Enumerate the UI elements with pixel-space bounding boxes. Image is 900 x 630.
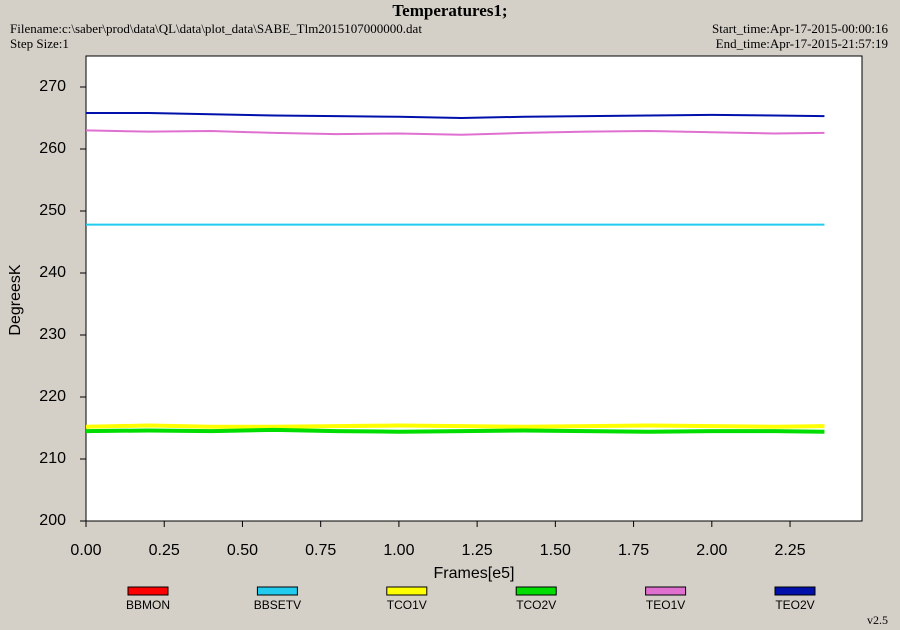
legend-label: BBSETV <box>254 598 301 612</box>
version: v2.5 <box>867 613 888 627</box>
y-tick-label: 250 <box>39 202 66 219</box>
x-tick-label: 0.00 <box>70 542 101 559</box>
x-tick-label: 0.50 <box>227 542 258 559</box>
y-axis-label: DegreesK <box>7 264 24 335</box>
legend-label: TCO1V <box>387 598 427 612</box>
x-tick-label: 1.25 <box>462 542 493 559</box>
legend-swatch <box>645 586 687 596</box>
y-tick-label: 240 <box>39 264 66 281</box>
filename: Filename:c:\saber\prod\data\QL\data\plot… <box>10 21 422 36</box>
x-tick-label: 0.25 <box>149 542 180 559</box>
plot-area <box>85 55 863 522</box>
x-tick-label: 1.75 <box>618 542 649 559</box>
legend-swatch <box>386 586 428 596</box>
y-tick-label: 210 <box>39 450 66 467</box>
y-tick-label: 270 <box>39 78 66 95</box>
series-line <box>85 129 825 136</box>
legend-label: TEO1V <box>646 598 685 612</box>
series-line <box>85 427 825 434</box>
x-tick-label: 1.50 <box>540 542 571 559</box>
step-size: Step Size:1 <box>10 36 69 51</box>
y-tick-label: 260 <box>39 140 66 157</box>
x-tick-label: 1.00 <box>383 542 414 559</box>
y-tick-label: 220 <box>39 388 66 405</box>
legend-swatch <box>127 586 169 596</box>
y-tick-label: 200 <box>39 512 66 529</box>
legend-label: BBMON <box>126 598 170 612</box>
legend-swatch <box>774 586 816 596</box>
x-tick-label: 2.00 <box>696 542 727 559</box>
x-tick-label: 2.25 <box>774 542 805 559</box>
x-axis-label: Frames[e5] <box>434 565 515 582</box>
legend-swatch <box>256 586 298 596</box>
legend-label: TCO2V <box>516 598 556 612</box>
x-tick-label: 0.75 <box>305 542 336 559</box>
series-line <box>86 112 825 120</box>
start-time: Start_time:Apr-17-2015-00:00:16 <box>712 21 888 36</box>
y-tick-label: 230 <box>39 326 66 343</box>
series-line <box>85 423 825 429</box>
legend-swatch <box>515 586 557 596</box>
chart-title: Temperatures1; <box>392 1 507 20</box>
end-time: End_time:Apr-17-2015-21:57:19 <box>716 36 888 51</box>
legend-label: TEO2V <box>775 598 814 612</box>
